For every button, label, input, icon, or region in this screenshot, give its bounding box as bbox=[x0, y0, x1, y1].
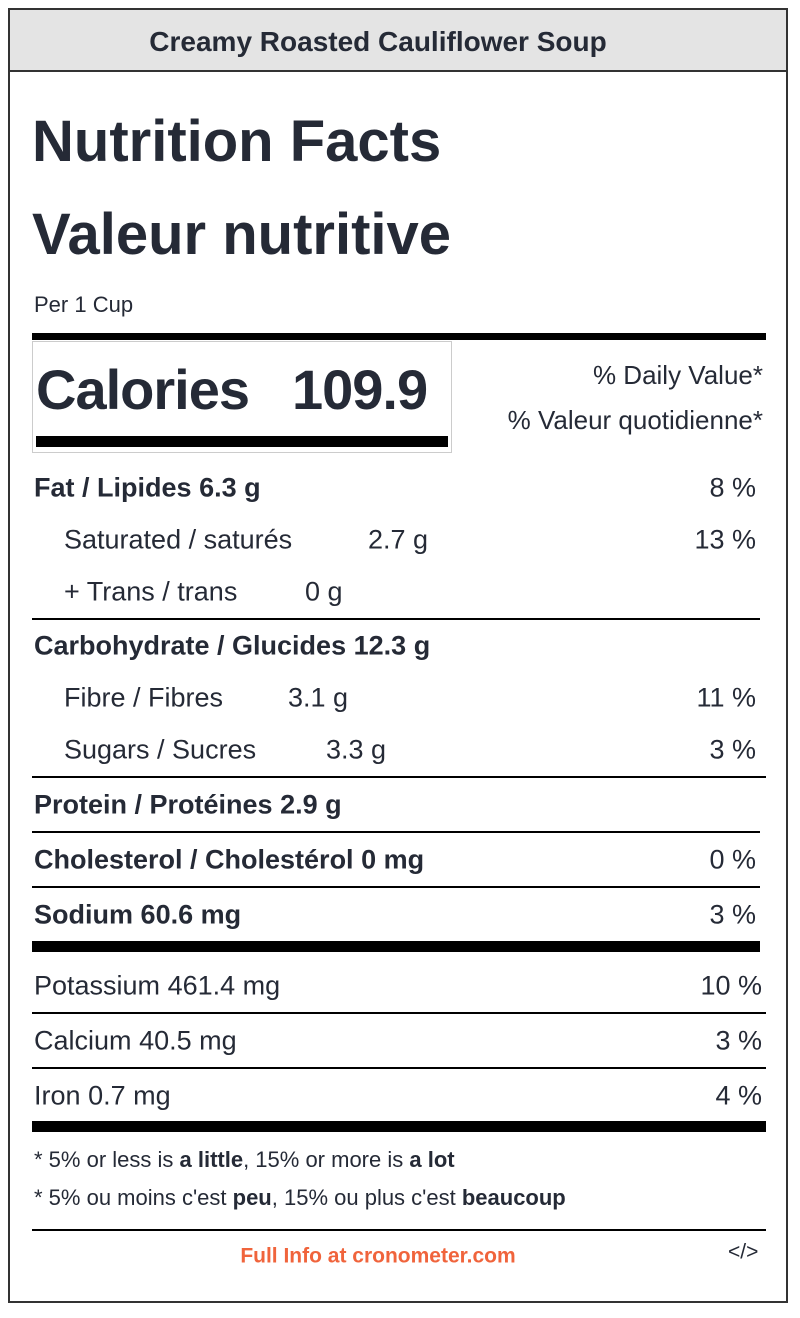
nutrient-amount: 0 mg bbox=[361, 844, 425, 875]
nutrient-name: Fat / Lipides 6.3 g bbox=[34, 472, 261, 503]
footnote-text: , 15% ou plus c'est bbox=[271, 1185, 462, 1210]
calories-value: 109.9 bbox=[292, 358, 428, 421]
nutrient-name: Iron 0.7 mg bbox=[34, 1080, 171, 1111]
nutrient-amount: 2.7 g bbox=[368, 524, 429, 555]
nutrient-amount: 40.5 mg bbox=[139, 1025, 237, 1056]
nutrient-name: + Trans / trans bbox=[64, 576, 238, 607]
row-rule bbox=[32, 1067, 766, 1069]
nutrient-name: Calcium 40.5 mg bbox=[34, 1025, 237, 1056]
nutrient-name: Fibre / Fibres bbox=[64, 682, 224, 713]
nutrient-amount: 2.9 g bbox=[280, 789, 342, 820]
row-rule bbox=[32, 831, 760, 833]
embed-icon[interactable]: </> bbox=[728, 1240, 759, 1264]
title-fr: Valeur nutritive bbox=[32, 202, 452, 267]
nutrient-amount: 6.3 g bbox=[199, 472, 261, 503]
nutrient-percent: 13 % bbox=[694, 524, 756, 555]
nutrient-name: Protein / Protéines 2.9 g bbox=[34, 789, 342, 820]
calories-label: Calories bbox=[36, 358, 250, 421]
nutrient-name: Potassium 461.4 mg bbox=[34, 970, 281, 1001]
nutrient-percent: 8 % bbox=[709, 472, 756, 503]
serving: Per 1 Cup bbox=[34, 292, 134, 317]
nutrient-percent: 3 % bbox=[715, 1025, 762, 1056]
title-en: Nutrition Facts bbox=[32, 109, 442, 174]
footnote-text: * 5% ou moins c'est bbox=[34, 1185, 233, 1210]
nutrient-name: Saturated / saturés bbox=[64, 524, 293, 555]
recipe-title: Creamy Roasted Cauliflower Soup bbox=[149, 26, 607, 57]
footnote-text: , 15% or more is bbox=[243, 1147, 410, 1172]
footnote-text: * 5% or less is bbox=[34, 1147, 180, 1172]
row-rule bbox=[32, 1012, 766, 1014]
footer-link[interactable]: Full Info at cronometer.com bbox=[240, 1244, 516, 1268]
row-rule bbox=[32, 1121, 766, 1132]
row-rule bbox=[32, 776, 766, 778]
nutrient-name: Sodium 60.6 mg bbox=[34, 899, 242, 930]
nutrient-percent: 11 % bbox=[696, 682, 756, 713]
footnote-bold: a little bbox=[179, 1147, 244, 1172]
footnote: * 5% or less is a little, 15% or more is… bbox=[34, 1149, 455, 1171]
nutrient-percent: 10 % bbox=[700, 970, 762, 1001]
nutrient-amount: 60.6 mg bbox=[140, 899, 242, 930]
calories-rule bbox=[36, 436, 448, 447]
thin-rule bbox=[32, 1229, 766, 1231]
thick-rule bbox=[32, 333, 766, 340]
nutrient-name: Cholesterol / Cholestérol 0 mg bbox=[34, 844, 425, 875]
footnote: * 5% ou moins c'est peu, 15% ou plus c'e… bbox=[34, 1187, 566, 1209]
row-rule bbox=[32, 618, 760, 620]
row-rule bbox=[32, 941, 760, 952]
footnote-bold: peu bbox=[232, 1185, 272, 1210]
nutrient-name: Sugars / Sucres bbox=[64, 734, 257, 765]
nutrient-percent: 3 % bbox=[709, 734, 756, 765]
row-rule bbox=[32, 886, 760, 888]
footnote-bold: beaucoup bbox=[461, 1185, 566, 1210]
daily-value-en: % Daily Value* bbox=[592, 360, 763, 390]
nutrient-percent: 3 % bbox=[709, 899, 756, 930]
header-bar bbox=[8, 8, 788, 72]
calories-box bbox=[32, 341, 452, 453]
nutrient-name: Carbohydrate / Glucides 12.3 g bbox=[34, 630, 431, 661]
nutrient-amount: 0 g bbox=[305, 576, 343, 607]
nutrient-amount: 12.3 g bbox=[353, 630, 431, 661]
nutrient-amount: 3.1 g bbox=[288, 682, 349, 713]
nutrient-amount: 461.4 mg bbox=[167, 970, 281, 1001]
nutrient-percent: 0 % bbox=[709, 844, 756, 875]
nutrient-amount: 3.3 g bbox=[326, 734, 387, 765]
nutrient-percent: 4 % bbox=[715, 1080, 762, 1111]
footnote-bold: a lot bbox=[409, 1147, 455, 1172]
nutrient-amount: 0.7 mg bbox=[88, 1080, 171, 1111]
daily-value-fr: % Valeur quotidienne* bbox=[507, 405, 763, 435]
